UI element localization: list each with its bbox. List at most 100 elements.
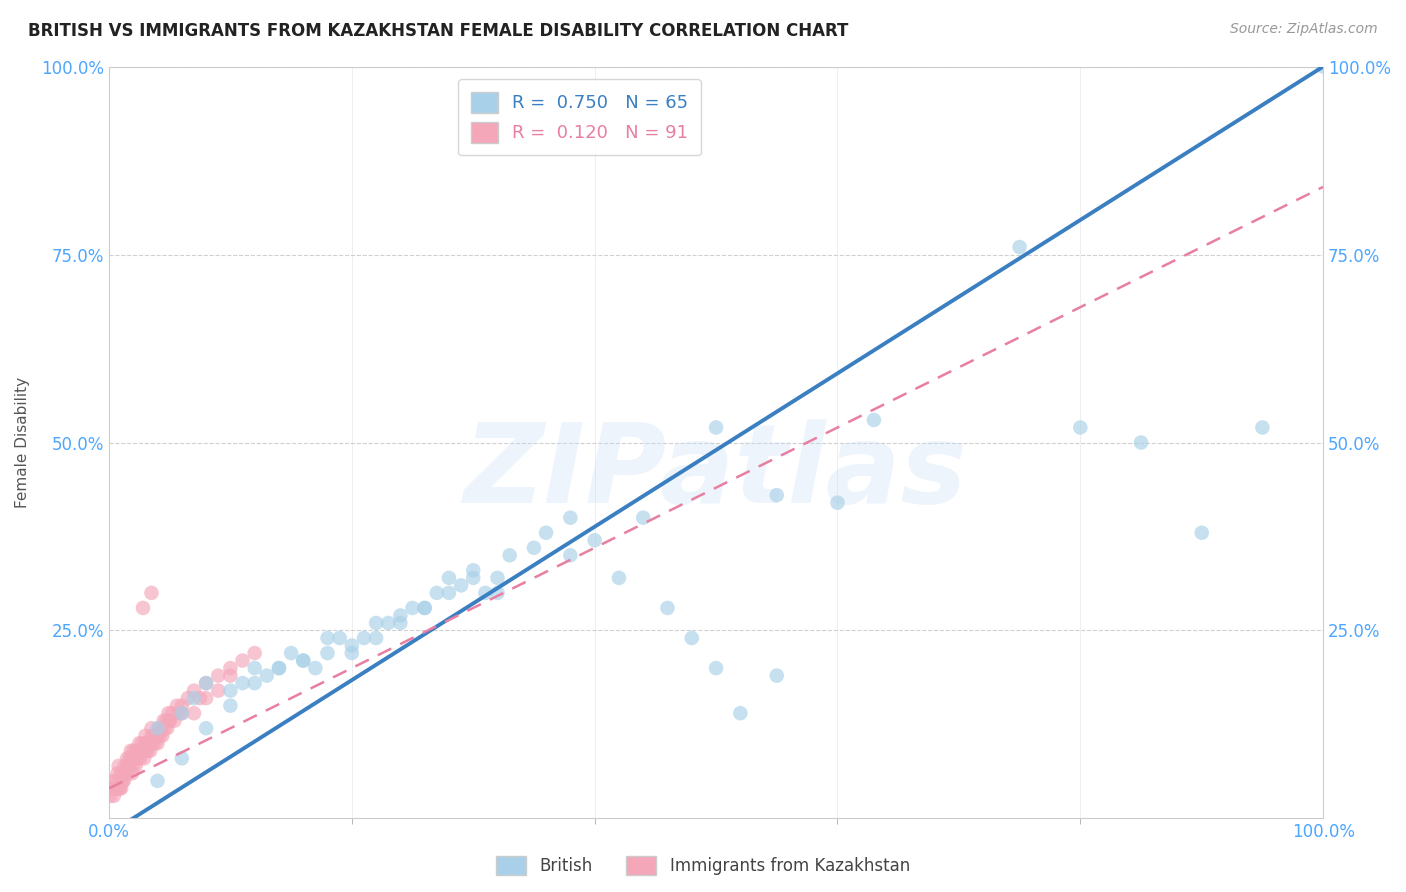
- Point: [340, 646, 363, 660]
- Point: [437, 586, 460, 600]
- Text: ZIPatlas: ZIPatlas: [464, 419, 967, 526]
- Point: [177, 691, 200, 706]
- Point: [207, 668, 229, 682]
- Point: [170, 698, 193, 713]
- Point: [389, 608, 412, 623]
- Point: [267, 661, 290, 675]
- Point: [207, 683, 229, 698]
- Point: [316, 646, 339, 660]
- Point: [128, 744, 150, 758]
- Point: [560, 549, 582, 563]
- Point: [292, 654, 315, 668]
- Point: [1312, 60, 1334, 74]
- Point: [111, 766, 134, 780]
- Point: [104, 781, 127, 796]
- Legend: British, Immigrants from Kazakhstan: British, Immigrants from Kazakhstan: [488, 847, 918, 884]
- Point: [765, 668, 787, 682]
- Point: [353, 631, 375, 645]
- Point: [657, 601, 679, 615]
- Point: [486, 586, 509, 600]
- Point: [142, 736, 165, 750]
- Point: [115, 759, 138, 773]
- Point: [101, 773, 124, 788]
- Point: [138, 736, 160, 750]
- Point: [104, 773, 127, 788]
- Point: [219, 661, 242, 675]
- Point: [364, 615, 387, 630]
- Point: [132, 744, 155, 758]
- Point: [1191, 525, 1213, 540]
- Point: [112, 773, 135, 788]
- Point: [134, 729, 156, 743]
- Point: [118, 751, 141, 765]
- Point: [139, 744, 162, 758]
- Point: [127, 744, 149, 758]
- Point: [149, 729, 172, 743]
- Point: [704, 420, 727, 434]
- Point: [134, 744, 156, 758]
- Point: [122, 744, 145, 758]
- Point: [219, 698, 242, 713]
- Point: [98, 789, 121, 803]
- Point: [304, 661, 326, 675]
- Point: [827, 496, 849, 510]
- Point: [267, 661, 290, 675]
- Point: [108, 781, 131, 796]
- Point: [437, 571, 460, 585]
- Point: [107, 781, 129, 796]
- Point: [863, 413, 886, 427]
- Point: [292, 654, 315, 668]
- Point: [121, 766, 143, 780]
- Point: [110, 781, 132, 796]
- Point: [329, 631, 352, 645]
- Point: [146, 721, 169, 735]
- Point: [146, 729, 169, 743]
- Point: [219, 683, 242, 698]
- Point: [152, 714, 174, 728]
- Point: [127, 751, 149, 765]
- Y-axis label: Female Disability: Female Disability: [15, 377, 30, 508]
- Point: [183, 683, 205, 698]
- Point: [413, 601, 436, 615]
- Point: [145, 729, 167, 743]
- Point: [631, 510, 654, 524]
- Point: [128, 736, 150, 750]
- Point: [389, 615, 412, 630]
- Point: [195, 721, 218, 735]
- Point: [110, 766, 132, 780]
- Point: [583, 533, 606, 548]
- Point: [122, 759, 145, 773]
- Point: [560, 510, 582, 524]
- Point: [195, 691, 218, 706]
- Point: [148, 721, 170, 735]
- Point: [243, 646, 266, 660]
- Point: [155, 714, 177, 728]
- Point: [128, 744, 150, 758]
- Point: [125, 744, 148, 758]
- Point: [157, 706, 180, 721]
- Point: [141, 729, 163, 743]
- Point: [100, 781, 122, 796]
- Point: [170, 751, 193, 765]
- Point: [153, 721, 176, 735]
- Point: [1251, 420, 1274, 434]
- Point: [463, 571, 485, 585]
- Point: [120, 744, 142, 758]
- Point: [183, 706, 205, 721]
- Point: [426, 586, 449, 600]
- Point: [1130, 435, 1153, 450]
- Point: [103, 789, 125, 803]
- Point: [115, 766, 138, 780]
- Point: [136, 744, 159, 758]
- Point: [115, 766, 138, 780]
- Point: [364, 631, 387, 645]
- Point: [117, 759, 139, 773]
- Point: [486, 571, 509, 585]
- Point: [112, 773, 135, 788]
- Point: [107, 766, 129, 780]
- Point: [114, 759, 136, 773]
- Point: [450, 578, 472, 592]
- Point: [523, 541, 546, 555]
- Point: [120, 751, 142, 765]
- Point: [110, 773, 132, 788]
